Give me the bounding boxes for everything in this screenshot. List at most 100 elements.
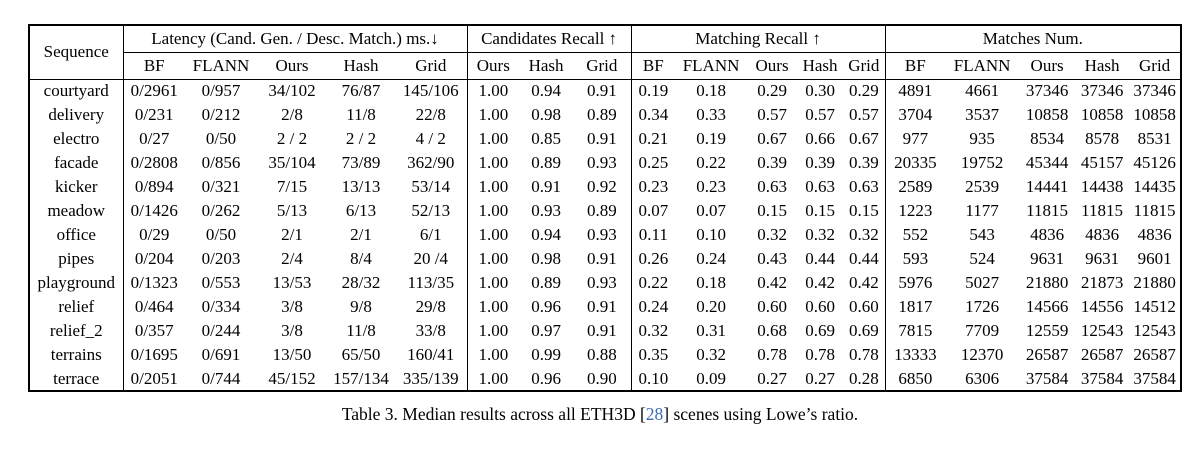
value-cell: 13/53: [272, 273, 312, 292]
value-cell: 7/15: [276, 177, 308, 196]
sequence-cell: terrace: [29, 367, 124, 391]
value-cell: 0/1323: [122, 271, 185, 295]
citation-link[interactable]: 28: [645, 404, 664, 424]
value-cell: 0.96: [531, 297, 561, 316]
value-cell: 0.57: [805, 105, 835, 124]
value-cell: 0.23: [696, 177, 726, 196]
value-cell: 1.00: [466, 79, 520, 103]
value-cell: 1.00: [466, 343, 520, 367]
value-cell: 45157: [1080, 153, 1124, 172]
table-row: electro 0/27 0/50 2 / 2 2 / 2 4 / 2 1.00 0.85 0.…: [29, 127, 1181, 151]
value-cell: 7709: [965, 321, 1000, 340]
value-cell: 0.30: [805, 81, 835, 101]
value-cell: 0/2051: [122, 367, 185, 391]
value-cell: 0.98: [531, 249, 561, 268]
value-cell: 0.63: [848, 177, 879, 196]
value-cell: 0.22: [696, 153, 726, 172]
column-header: Grid: [395, 52, 468, 80]
value-cell: 0.20: [696, 297, 726, 316]
value-cell: 1726: [965, 297, 1000, 316]
value-cell: 76/87: [341, 81, 381, 101]
sequence-cell: facade: [29, 151, 124, 175]
table-row: facade 0/2808 0/856 35/104 73/89 362/90 1.00 0.…: [29, 151, 1181, 175]
value-cell: 37584: [1080, 368, 1124, 388]
value-cell: 3/8: [281, 321, 303, 340]
value-cell: 0.94: [531, 81, 561, 101]
value-cell: 53/14: [411, 177, 451, 196]
value-cell: 10858: [1080, 105, 1124, 124]
sequence-cell: relief_2: [29, 319, 124, 343]
value-cell: 0.67: [757, 129, 787, 148]
value-cell: 21873: [1080, 273, 1124, 292]
value-cell: 0.60: [848, 297, 879, 316]
column-header: Grid: [573, 52, 632, 80]
value-cell: 0.91: [586, 129, 617, 148]
column-header: Grid: [843, 52, 886, 80]
value-cell: 0.42: [757, 273, 787, 292]
value-cell: 0.44: [805, 249, 835, 268]
value-cell: 0/244: [201, 321, 241, 340]
value-cell: 5/13: [276, 201, 308, 220]
value-cell: 113/35: [407, 273, 455, 292]
value-cell: 0.60: [757, 297, 787, 316]
caption-text-prefix: Table 3. Median results across all ETH3D…: [341, 404, 646, 424]
value-cell: 0.15: [805, 201, 835, 220]
value-cell: 0.63: [757, 177, 787, 196]
value-cell: 0.68: [757, 321, 787, 340]
column-header: Hash: [519, 52, 574, 80]
column-group-header: Matching Recall ↑: [630, 25, 886, 53]
value-cell: 0.25: [630, 151, 676, 175]
value-cell: 0/29: [122, 223, 185, 247]
value-cell: 0/1426: [122, 199, 185, 223]
value-cell: 2 / 2: [276, 129, 308, 148]
value-cell: 0.22: [630, 271, 676, 295]
value-cell: 0/691: [201, 345, 241, 364]
value-cell: 0.89: [531, 273, 561, 292]
value-cell: 0.26: [630, 247, 676, 271]
value-cell: 0.11: [630, 223, 676, 247]
value-cell: 4836: [1030, 225, 1065, 244]
value-cell: 11815: [1133, 201, 1176, 220]
value-cell: 593: [884, 247, 946, 271]
value-cell: 0.07: [630, 199, 676, 223]
value-cell: 12370: [960, 345, 1004, 364]
value-cell: 4661: [965, 81, 1000, 101]
value-cell: 21880: [1025, 273, 1069, 292]
value-cell: 0.21: [630, 127, 676, 151]
value-cell: 11815: [1026, 201, 1069, 220]
column-header: FLANN: [675, 52, 748, 80]
value-cell: 0.91: [531, 177, 561, 196]
value-cell: 0.39: [805, 153, 835, 172]
value-cell: 0.89: [586, 201, 617, 220]
value-cell: 0/2808: [122, 151, 185, 175]
value-cell: 0.31: [696, 321, 726, 340]
value-cell: 4891: [884, 79, 946, 103]
value-cell: 0/334: [201, 297, 241, 316]
table-body: courtyard 0/2961 0/957 34/102 76/87 145/106 1.…: [29, 79, 1181, 391]
value-cell: 1.00: [466, 151, 520, 175]
value-cell: 0.42: [805, 273, 835, 292]
value-cell: 6850: [884, 367, 946, 391]
value-cell: 6306: [965, 368, 1000, 388]
value-cell: 0.69: [848, 321, 879, 340]
value-cell: 0.24: [696, 249, 726, 268]
column-header: Ours: [466, 52, 520, 80]
column-header: Ours: [1019, 52, 1076, 80]
value-cell: 0.69: [805, 321, 835, 340]
value-cell: 29/8: [415, 297, 446, 316]
sequence-cell: courtyard: [29, 79, 124, 103]
value-cell: 0.10: [630, 367, 676, 391]
value-cell: 0.32: [696, 345, 726, 364]
column-header: FLANN: [185, 52, 257, 80]
value-cell: 52/13: [411, 201, 451, 220]
results-table-container: Sequence Latency (Cand. Gen. / Desc. Mat…: [28, 24, 1183, 392]
value-cell: 4836: [1137, 225, 1172, 244]
table-row: terrace 0/2051 0/744 45/152 157/134 335/139 1.…: [29, 367, 1181, 391]
value-cell: 45126: [1133, 153, 1176, 172]
column-header: Hash: [1075, 52, 1130, 80]
value-cell: 0.89: [531, 153, 561, 172]
value-cell: 0.93: [586, 153, 617, 172]
value-cell: 0.15: [848, 201, 879, 220]
value-cell: 160/41: [407, 345, 455, 364]
column-header: Ours: [747, 52, 798, 80]
